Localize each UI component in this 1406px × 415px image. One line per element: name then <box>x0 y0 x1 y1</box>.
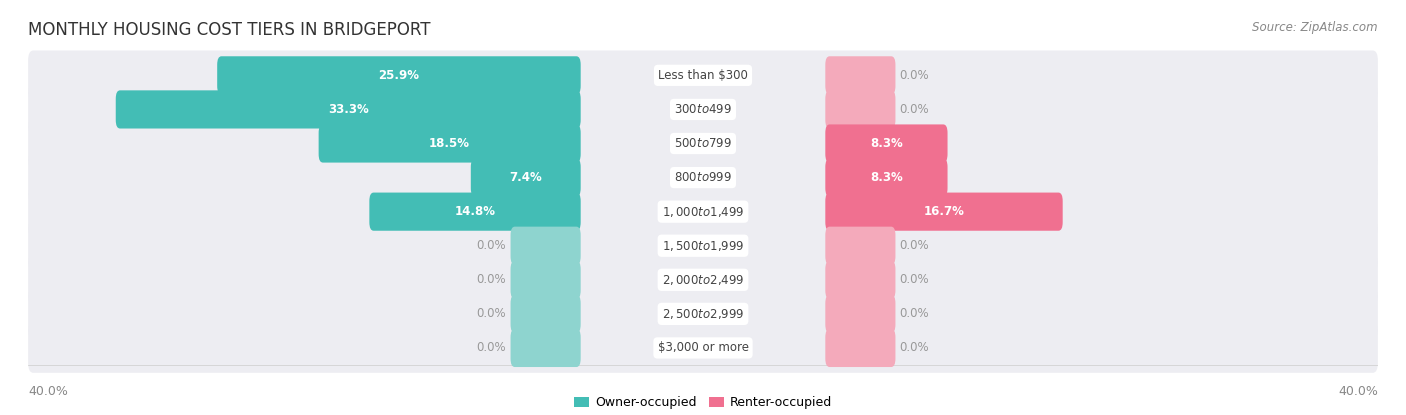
Text: 8.3%: 8.3% <box>870 171 903 184</box>
FancyBboxPatch shape <box>825 261 896 299</box>
FancyBboxPatch shape <box>510 261 581 299</box>
Legend: Owner-occupied, Renter-occupied: Owner-occupied, Renter-occupied <box>574 396 832 409</box>
FancyBboxPatch shape <box>825 193 1063 231</box>
Text: $2,500 to $2,999: $2,500 to $2,999 <box>662 307 744 321</box>
FancyBboxPatch shape <box>825 227 896 265</box>
Text: 0.0%: 0.0% <box>900 103 929 116</box>
FancyBboxPatch shape <box>28 187 1378 237</box>
Text: MONTHLY HOUSING COST TIERS IN BRIDGEPORT: MONTHLY HOUSING COST TIERS IN BRIDGEPORT <box>28 21 430 39</box>
FancyBboxPatch shape <box>825 295 896 333</box>
Text: Less than $300: Less than $300 <box>658 69 748 82</box>
FancyBboxPatch shape <box>217 56 581 95</box>
FancyBboxPatch shape <box>825 159 948 197</box>
FancyBboxPatch shape <box>28 289 1378 339</box>
Text: 0.0%: 0.0% <box>477 308 506 320</box>
Text: $500 to $799: $500 to $799 <box>673 137 733 150</box>
Text: 33.3%: 33.3% <box>328 103 368 116</box>
Text: 14.8%: 14.8% <box>454 205 495 218</box>
Text: 40.0%: 40.0% <box>1339 386 1378 398</box>
Text: 0.0%: 0.0% <box>900 342 929 354</box>
FancyBboxPatch shape <box>28 85 1378 134</box>
Text: 7.4%: 7.4% <box>509 171 543 184</box>
Text: 0.0%: 0.0% <box>477 273 506 286</box>
FancyBboxPatch shape <box>28 51 1378 100</box>
Text: 0.0%: 0.0% <box>477 239 506 252</box>
FancyBboxPatch shape <box>510 329 581 367</box>
FancyBboxPatch shape <box>319 124 581 163</box>
FancyBboxPatch shape <box>115 90 581 129</box>
Text: $1,500 to $1,999: $1,500 to $1,999 <box>662 239 744 253</box>
FancyBboxPatch shape <box>825 56 896 95</box>
Text: 16.7%: 16.7% <box>924 205 965 218</box>
Text: $300 to $499: $300 to $499 <box>673 103 733 116</box>
FancyBboxPatch shape <box>825 329 896 367</box>
Text: 25.9%: 25.9% <box>378 69 419 82</box>
Text: 8.3%: 8.3% <box>870 137 903 150</box>
FancyBboxPatch shape <box>28 221 1378 271</box>
FancyBboxPatch shape <box>471 159 581 197</box>
Text: $800 to $999: $800 to $999 <box>673 171 733 184</box>
FancyBboxPatch shape <box>825 90 896 129</box>
Text: 0.0%: 0.0% <box>900 239 929 252</box>
FancyBboxPatch shape <box>825 124 948 163</box>
Text: 18.5%: 18.5% <box>429 137 470 150</box>
Text: 0.0%: 0.0% <box>900 69 929 82</box>
FancyBboxPatch shape <box>510 295 581 333</box>
FancyBboxPatch shape <box>510 227 581 265</box>
Text: $3,000 or more: $3,000 or more <box>658 342 748 354</box>
FancyBboxPatch shape <box>28 119 1378 168</box>
Text: Source: ZipAtlas.com: Source: ZipAtlas.com <box>1253 21 1378 34</box>
Text: 0.0%: 0.0% <box>477 342 506 354</box>
FancyBboxPatch shape <box>370 193 581 231</box>
Text: $2,000 to $2,499: $2,000 to $2,499 <box>662 273 744 287</box>
Text: 40.0%: 40.0% <box>28 386 67 398</box>
FancyBboxPatch shape <box>28 153 1378 203</box>
FancyBboxPatch shape <box>28 323 1378 373</box>
Text: 0.0%: 0.0% <box>900 308 929 320</box>
Text: 0.0%: 0.0% <box>900 273 929 286</box>
Text: $1,000 to $1,499: $1,000 to $1,499 <box>662 205 744 219</box>
FancyBboxPatch shape <box>28 255 1378 305</box>
